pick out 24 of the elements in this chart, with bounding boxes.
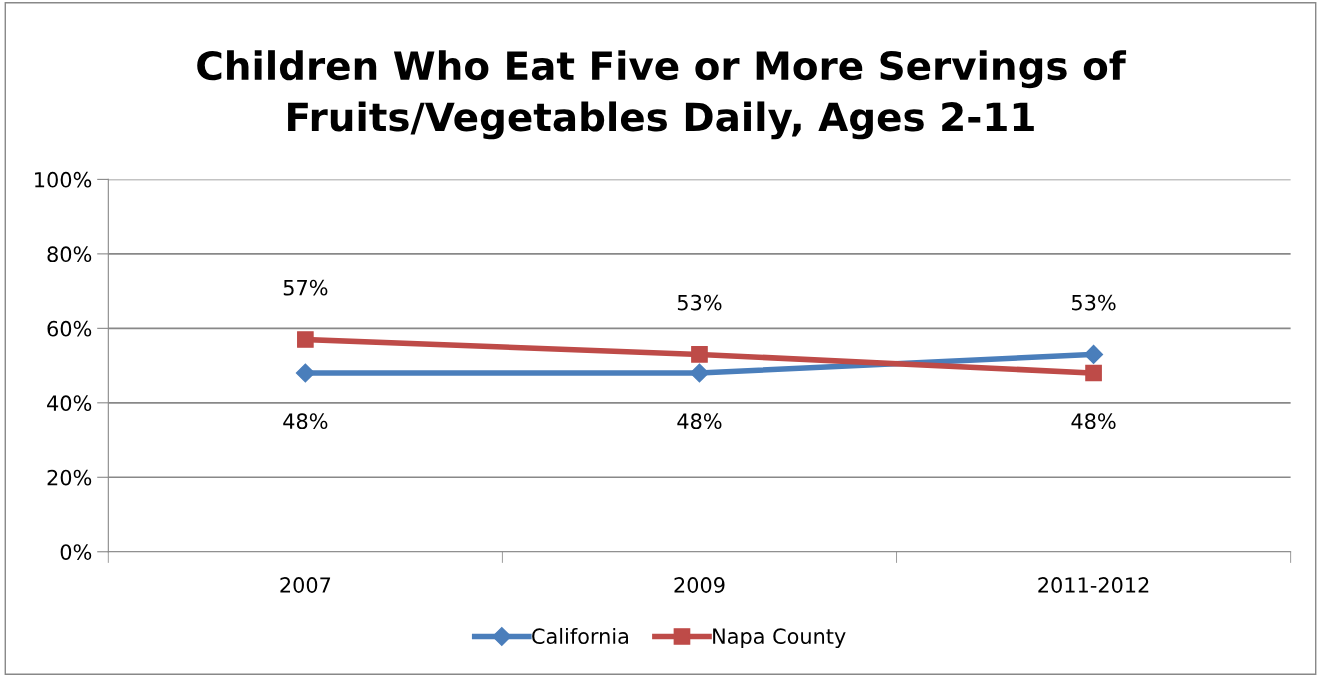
point	[1084, 344, 1104, 364]
x-tick-label: 2011-2012	[1038, 577, 1149, 593]
x-tick-label: 2007	[280, 577, 331, 593]
point	[1085, 364, 1102, 382]
data-label: 48%	[283, 413, 328, 430]
data-label: 48%	[1071, 413, 1116, 430]
point	[295, 363, 315, 383]
data-label: 57%	[283, 279, 328, 296]
point	[689, 363, 710, 383]
data-label: 53%	[677, 294, 722, 311]
legend-label: Napa County	[713, 628, 846, 649]
point	[691, 346, 708, 363]
data-label: 53%	[1072, 294, 1116, 311]
y-tick-label: 40%	[47, 395, 92, 412]
y-tick-label: 20%	[47, 469, 92, 486]
legend-label: California	[532, 627, 628, 645]
y-tick-label: 80%	[47, 246, 92, 263]
chart-title: Children Who Eat Five or More Servings of Fruits/Vegetables Daily, Ages 2-11	[197, 50, 1127, 140]
y-tick-label: 0%	[60, 544, 92, 560]
y-tick-label: 100%	[35, 171, 92, 188]
point	[297, 331, 314, 348]
x-tick-label: 2009	[674, 577, 725, 593]
y-tick-label: 60%	[47, 320, 92, 337]
data-label: 48%	[677, 413, 722, 430]
